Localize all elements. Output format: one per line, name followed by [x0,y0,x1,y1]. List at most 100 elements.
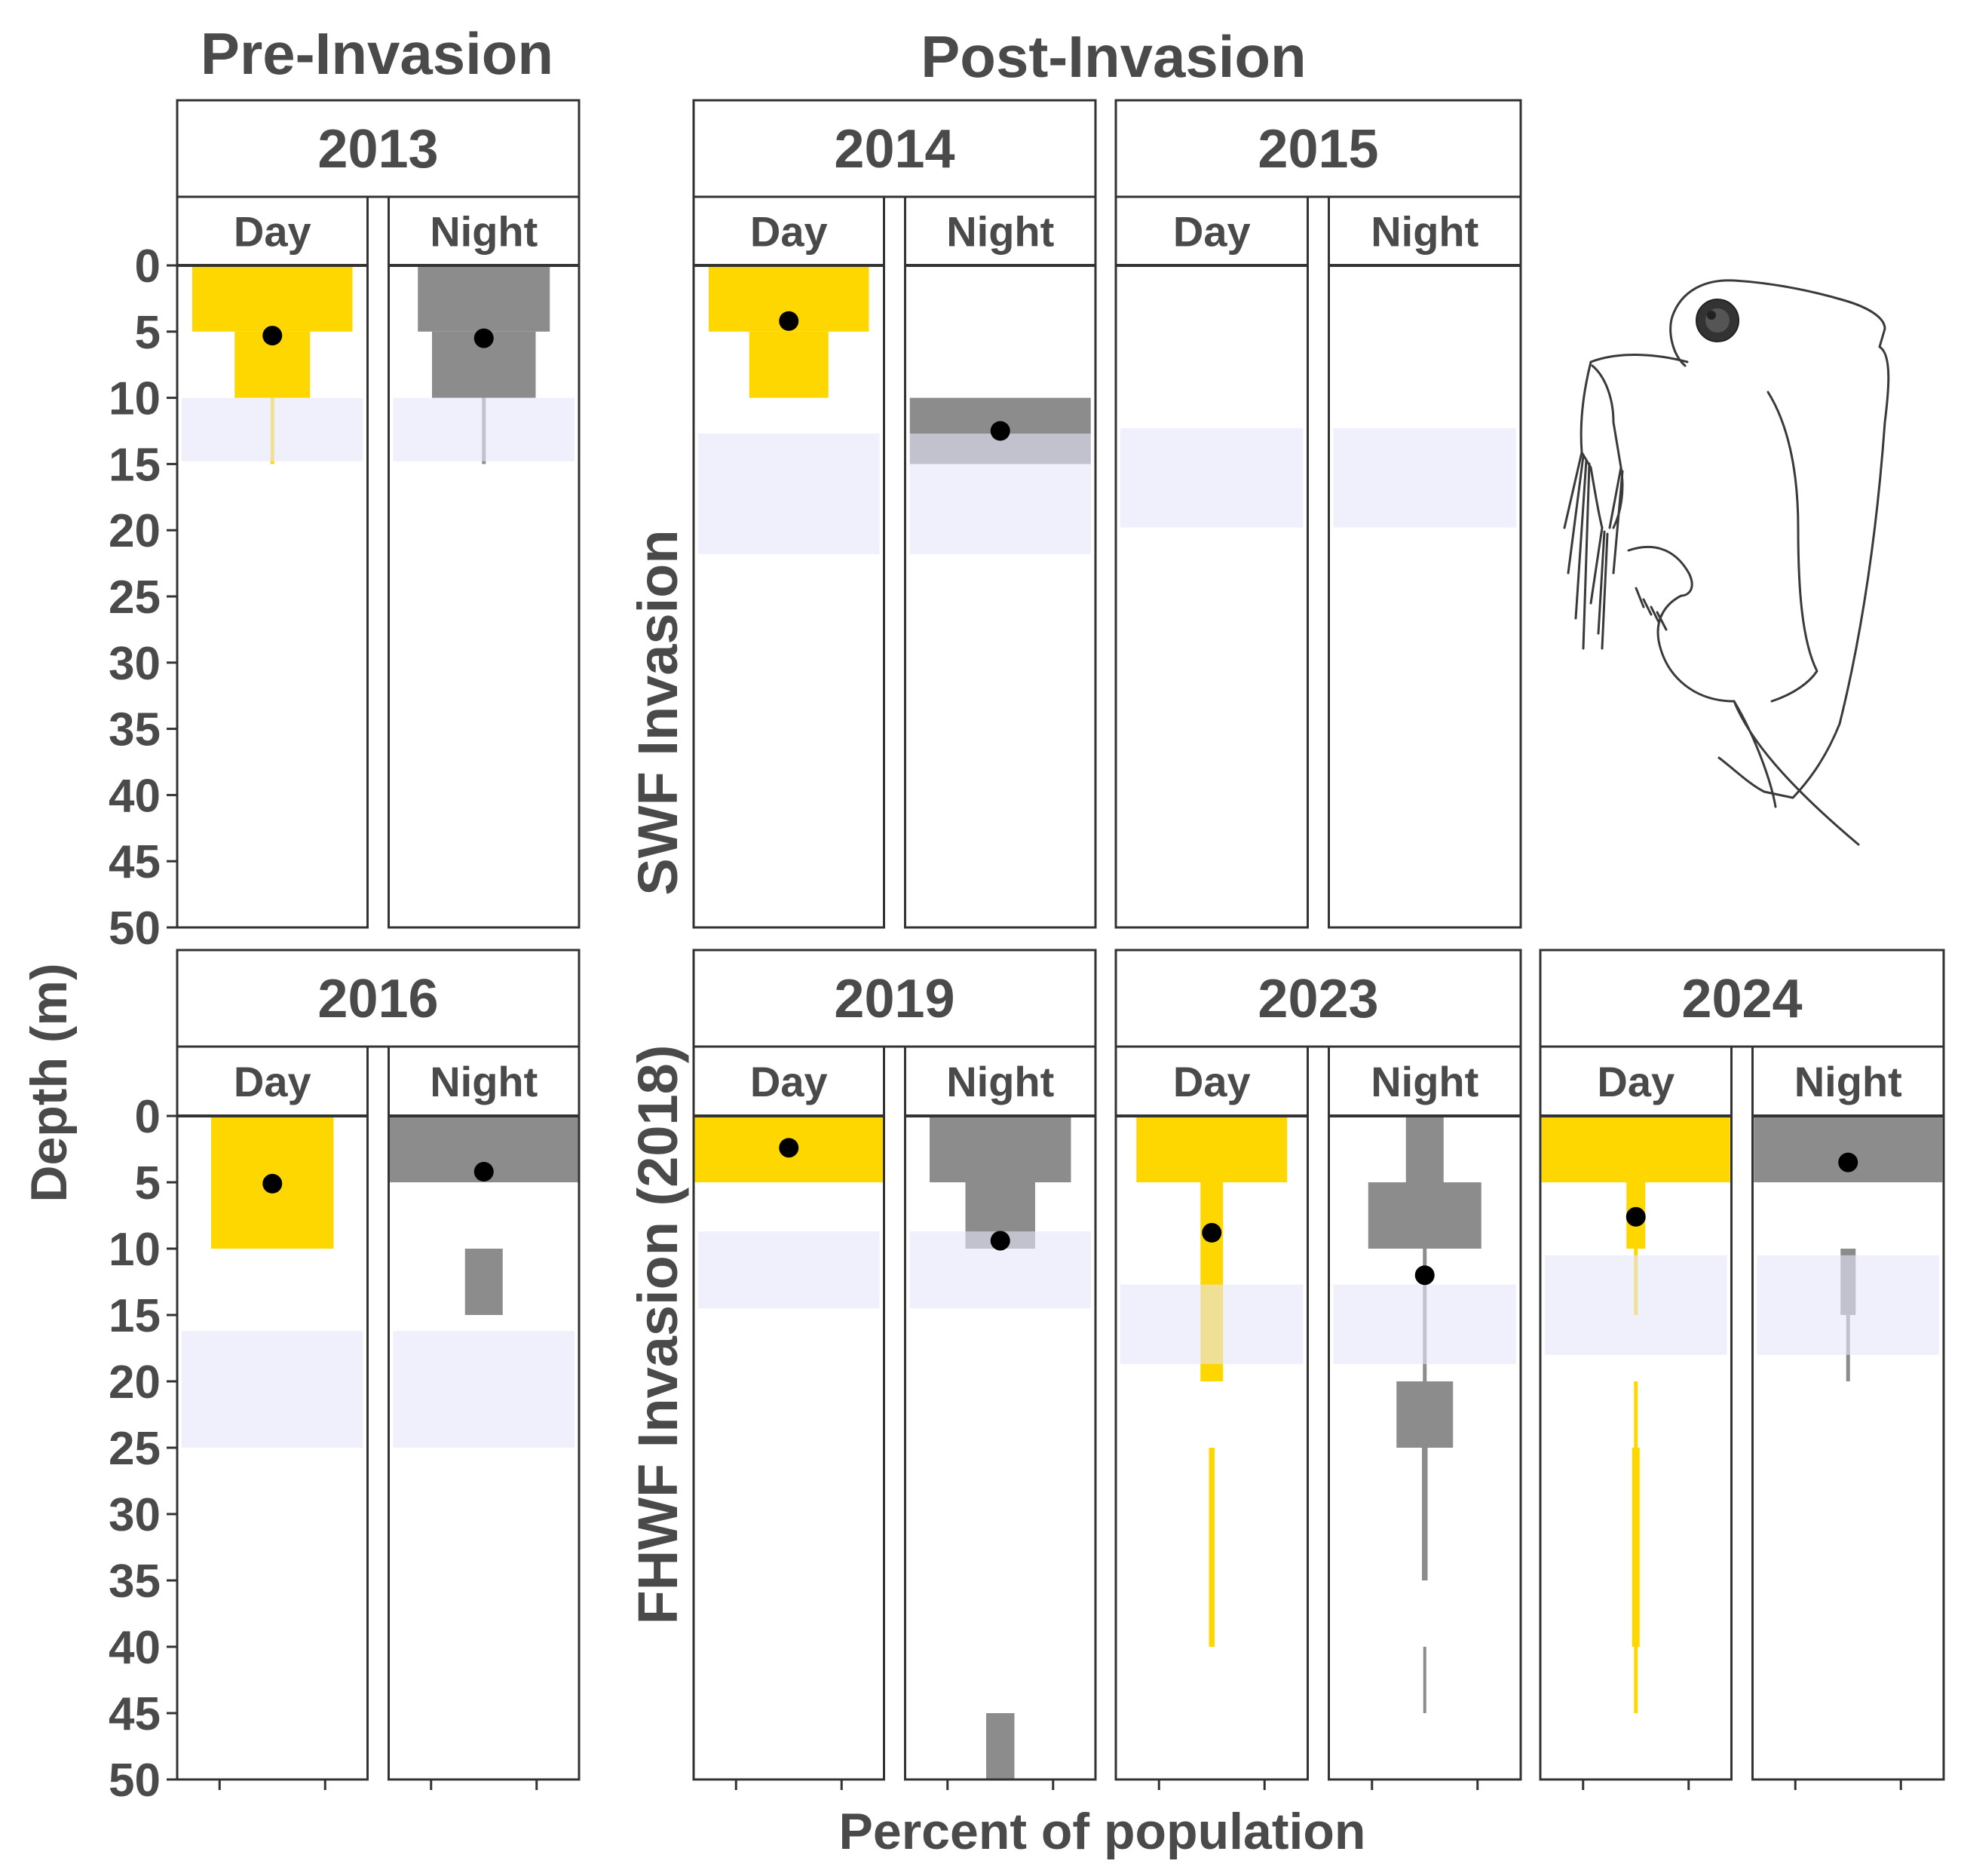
y-tick-label: 30 [109,638,161,690]
depth-band [1545,1255,1727,1355]
subpanel-day: Day [1114,1045,1309,1790]
depth-bar [1634,1647,1638,1713]
y-tick-label: 35 [109,704,161,756]
subpanel-label-night: Night [430,208,538,256]
depth-bar [464,1249,503,1315]
depth-bar [1405,1116,1444,1182]
subpanel-label-day: Day [234,208,311,256]
y-tick-label: 10 [109,373,161,425]
y-axis-title: Depth (m) [20,963,78,1202]
y-tick-label: 40 [109,1622,161,1674]
mean-depth-point [1414,1265,1435,1286]
subpanel-strip [1328,1045,1522,1117]
depth-band [393,397,575,461]
y-tick-label: 30 [109,1489,161,1541]
y-tick-label: 0 [135,241,161,293]
mean-depth-point [262,1173,283,1194]
subpanel-night: Night [904,195,1097,929]
subpanel-night: Night [1328,195,1522,929]
year-label: 2015 [1258,119,1378,179]
y-tick-label: 45 [109,836,161,888]
mean-depth-point [1625,1206,1646,1227]
y-tick-label: 15 [109,439,161,491]
y-tick-label: 25 [109,1423,161,1475]
plot-area [1328,265,1521,927]
depth-band [698,1231,880,1309]
depth-bar [192,265,353,332]
subpanel-strip [176,195,369,267]
mean-depth-point [1838,1152,1858,1172]
mean-depth-point [262,326,283,346]
year-strip [692,949,1097,1048]
subpanel-label-night: Night [946,208,1054,256]
depth-bar [1634,1381,1638,1448]
pre-invasion-title: Pre-Invasion [201,20,553,87]
depth-bar [1368,1182,1481,1249]
subpanel-strip [1114,195,1309,267]
row-label-swf: SWF Invasion [627,529,689,895]
y-axis: 0 5 10 15 20 25 30 35 40 45 50 [109,1091,177,1807]
depth-bar [1136,1116,1288,1182]
y-tick-label: 25 [109,572,161,624]
depth-bar [1632,1448,1640,1647]
depth-bar [986,1713,1015,1779]
y-tick-label: 10 [109,1224,161,1276]
depth-band [1333,1284,1516,1365]
subpanel-label-day: Day [750,208,828,256]
subpanel-label-day: Day [1173,208,1251,256]
subpanel-day: Day [692,1045,885,1790]
year-strip [1539,949,1945,1048]
depth-bar [930,1116,1071,1182]
depth-band [1757,1255,1939,1355]
depth-band [909,434,1091,554]
subpanel-night: Night [1751,1045,1945,1790]
plot-area [905,265,1095,927]
subpanel-label-day: Day [1597,1058,1675,1105]
depth-bar [1754,1116,1943,1182]
year-label: 2016 [317,969,438,1029]
y-tick-label: 20 [109,505,161,557]
year-strip [692,99,1097,198]
year-strip [176,99,581,198]
x-axis-title: Percent of population [839,1803,1366,1860]
depth-bar [1422,1448,1428,1580]
depth-bar [1396,1381,1454,1448]
subpanel-day: Day [176,1045,369,1790]
row-label-fhwf: FHWF Invasion (2018) [627,1045,689,1625]
subpanel-label-day: Day [750,1058,828,1105]
depth-band [1120,1284,1304,1365]
subpanel-label-night: Night [1371,1058,1478,1105]
subpanel-night: Night [1328,1045,1522,1790]
depth-band [182,1331,363,1448]
subpanel-night: Night [904,1045,1097,1790]
subpanel-strip [1751,1045,1945,1117]
year-label: 2023 [1258,969,1378,1029]
year-label: 2014 [834,119,954,179]
year-strip [1114,99,1522,198]
plot-area [694,1116,884,1779]
subpanel-strip [904,195,1097,267]
mean-depth-point [990,1231,1010,1251]
mean-depth-point [990,421,1010,441]
subpanel-label-night: Night [430,1058,538,1105]
subpanel-strip [176,1045,369,1117]
mean-depth-point [779,1138,799,1158]
post-invasion-title: Post-Invasion [921,23,1306,90]
subpanel-label-day: Day [1173,1058,1251,1105]
y-axis: 0 5 10 15 20 25 30 35 40 45 50 [109,241,177,955]
year-strip [176,949,581,1048]
y-tick-label: 15 [109,1290,161,1342]
y-tick-label: 0 [135,1091,161,1143]
subpanel-night: Night [388,195,581,929]
y-tick-label: 35 [109,1556,161,1608]
mean-depth-point [1202,1222,1222,1243]
mean-depth-point [473,1161,494,1182]
y-tick-label: 5 [135,307,161,359]
subpanel-strip [692,195,885,267]
depth-band [393,1331,575,1448]
